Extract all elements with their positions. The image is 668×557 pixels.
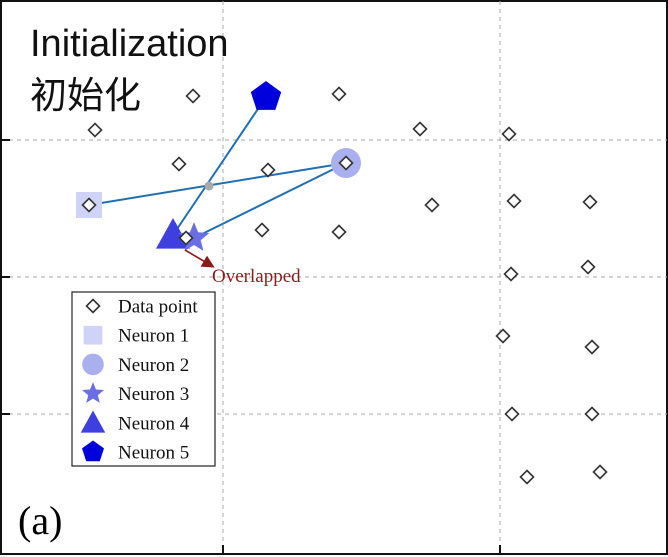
data-point-3 — [87, 122, 103, 138]
data-point-1 — [185, 88, 201, 104]
data-point-23 — [592, 464, 608, 480]
legend-label-neuron-1: Neuron 1 — [118, 326, 189, 347]
data-point-7 — [260, 162, 276, 178]
data-point-11 — [506, 193, 522, 209]
data-point-19 — [584, 339, 600, 355]
data-point-21 — [584, 406, 600, 422]
neuron-3-marker — [178, 222, 210, 251]
data-points — [81, 86, 608, 485]
edge-neuron_4-neuron_5 — [172, 96, 267, 236]
data-point-13 — [178, 230, 194, 246]
data-point-8 — [338, 155, 354, 171]
data-point-10 — [424, 197, 440, 213]
legend-marker-neuron-5 — [82, 440, 104, 462]
panel-label: (a) — [18, 498, 62, 543]
data-point-18 — [495, 328, 511, 344]
legend-items: Data point Neuron 1 Neuron 2 Neuron 3 Neuron… — [80, 297, 198, 464]
neuron-connections — [88, 96, 347, 239]
legend-label-neuron-3: Neuron 3 — [118, 384, 189, 405]
chart-subtitle: 初始化 — [30, 74, 141, 117]
chart-title: Initialization — [30, 23, 229, 65]
neuron-5-marker — [250, 81, 282, 110]
data-point-17 — [580, 259, 596, 275]
legend-label-neuron-4: Neuron 4 — [118, 413, 190, 434]
edge-neuron_2-neuron_3 — [193, 162, 347, 239]
edge-neuron_1-neuron_2 — [88, 162, 347, 206]
legend-marker-neuron-1 — [83, 325, 103, 345]
data-point-9 — [81, 197, 97, 213]
annotation-label: Overlapped — [212, 266, 301, 287]
legend-marker-neuron-2 — [82, 353, 104, 376]
edge-intersection-point — [204, 181, 214, 191]
data-point-6 — [171, 156, 187, 172]
data-point-16 — [503, 266, 519, 282]
legend-marker-neuron-4 — [80, 410, 106, 433]
annotation-arrow — [184, 249, 215, 268]
data-point-4 — [412, 121, 428, 137]
legend-label-data-point: Data point — [118, 297, 198, 318]
overlap-annotation: Overlapped — [184, 249, 301, 287]
data-point-20 — [504, 406, 520, 422]
data-point-12 — [582, 194, 598, 210]
tick-marks — [1, 139, 501, 554]
legend-marker-data-point — [85, 298, 101, 314]
legend-marker-neuron-3 — [82, 382, 104, 403]
data-point-15 — [331, 224, 347, 240]
data-point-2 — [331, 86, 347, 102]
legend-label-neuron-5: Neuron 5 — [118, 443, 189, 464]
data-point-14 — [254, 222, 270, 238]
legend: Data point Neuron 1 Neuron 2 Neuron 3 Neuron… — [71, 291, 216, 467]
data-point-22 — [519, 469, 535, 485]
data-point-5 — [501, 126, 517, 142]
legend-label-neuron-2: Neuron 2 — [118, 355, 189, 376]
legend-box — [71, 291, 216, 467]
